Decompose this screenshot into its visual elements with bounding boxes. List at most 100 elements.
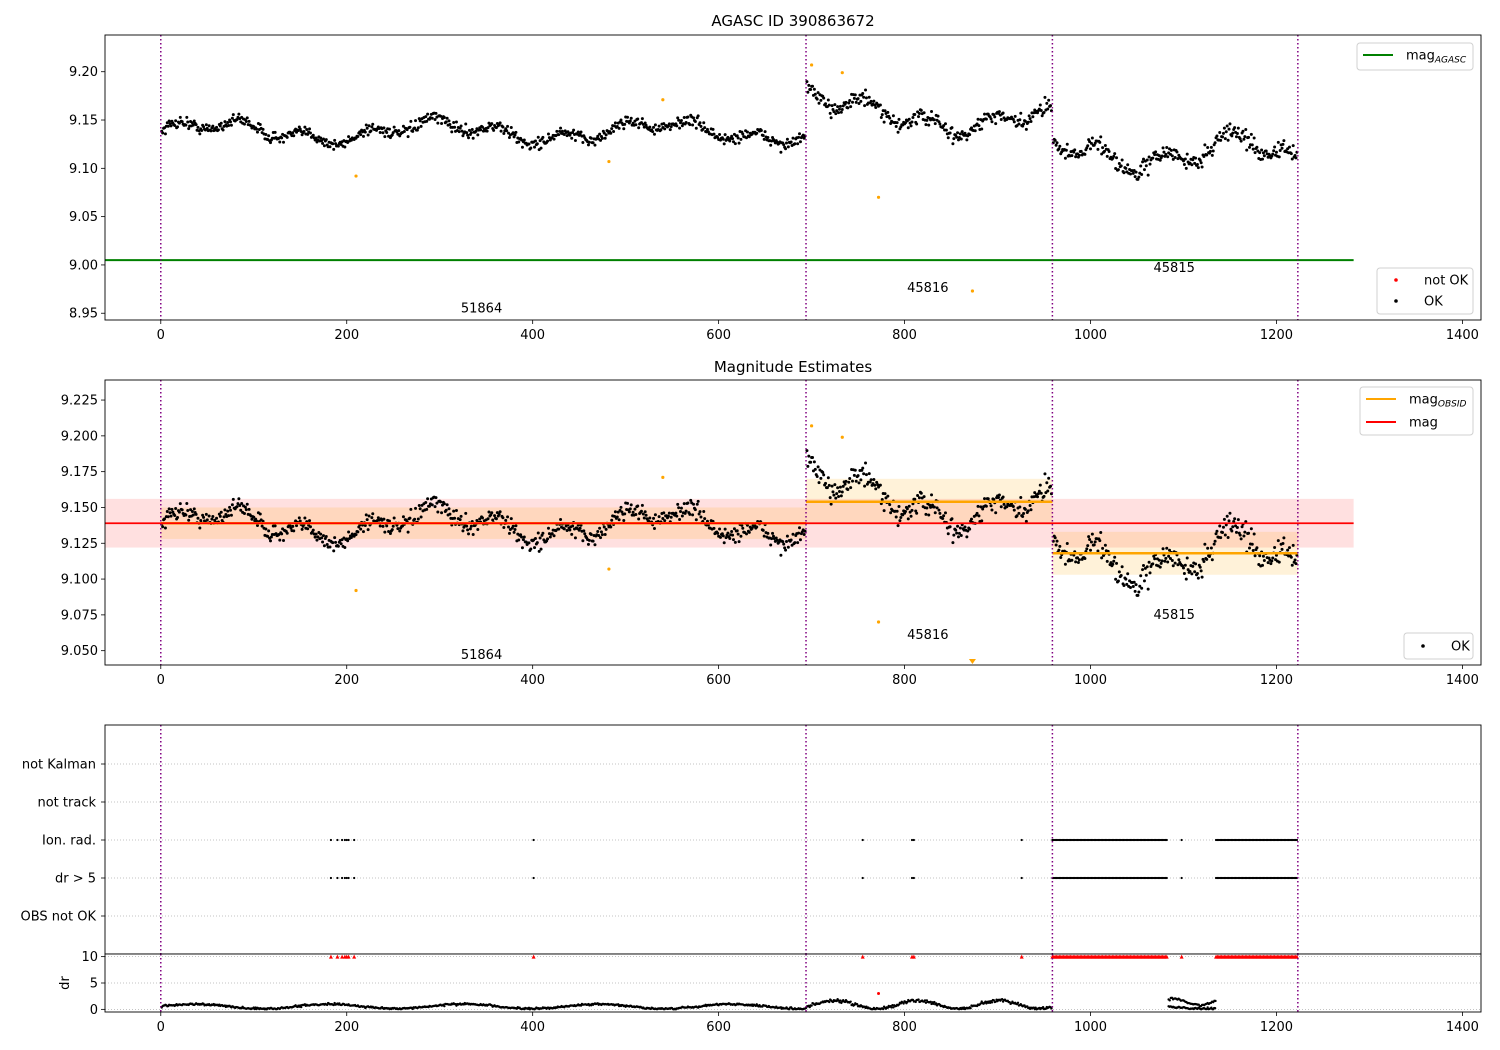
ok-point <box>192 507 196 511</box>
ok-point <box>1134 170 1138 174</box>
ok-point <box>1161 146 1165 150</box>
ok-point <box>1019 495 1023 499</box>
ok-point <box>444 508 448 512</box>
ok-point <box>922 111 926 115</box>
ok-point <box>1046 489 1050 493</box>
ok-point <box>1036 495 1040 499</box>
dr-point <box>881 1007 885 1011</box>
ok-point <box>506 515 510 519</box>
ok-point <box>228 505 232 509</box>
ok-point <box>933 122 937 126</box>
dr-ytick-label: 0 <box>90 1003 98 1018</box>
ok-point <box>1266 561 1270 565</box>
ok-point <box>359 133 363 137</box>
ok-point <box>1190 572 1194 576</box>
ok-point <box>1023 119 1027 123</box>
dr-point <box>979 1002 983 1005</box>
ok-point <box>857 481 861 485</box>
ok-point <box>218 124 222 128</box>
estimates-xtick-label: 1200 <box>1260 673 1293 688</box>
flag-point <box>353 838 356 842</box>
ok-point <box>434 496 438 500</box>
ok-point <box>1212 542 1216 546</box>
ok-point <box>1233 517 1237 521</box>
ok-point <box>533 145 537 149</box>
ok-point <box>785 137 789 141</box>
ok-point <box>954 528 958 532</box>
ok-point <box>1195 163 1199 167</box>
ok-point <box>178 502 182 506</box>
ok-point <box>1033 491 1037 495</box>
ok-point <box>1230 529 1234 533</box>
ok-point <box>1070 558 1074 562</box>
ok-point <box>612 514 616 518</box>
ok-point <box>467 532 471 536</box>
agasc-ytick-label: 9.05 <box>69 210 98 225</box>
ok-point <box>333 536 337 540</box>
dr-xtick-label: 1400 <box>1446 1020 1479 1035</box>
ok-point <box>1208 149 1212 153</box>
ok-point <box>245 502 249 506</box>
ok-point <box>1208 554 1212 558</box>
ok-point <box>994 511 998 515</box>
ok-point <box>868 480 872 484</box>
ok-point <box>1011 505 1015 509</box>
ok-point <box>282 538 286 542</box>
ok-point <box>1137 175 1141 179</box>
offscale-marker <box>968 659 976 664</box>
ok-point <box>1202 154 1206 158</box>
ok-point <box>600 533 604 537</box>
ok-point <box>1293 153 1297 157</box>
ok-point <box>1176 563 1180 567</box>
dr-point <box>299 1005 303 1009</box>
ok-point <box>426 112 430 116</box>
ok-point <box>1151 562 1155 566</box>
ok-point <box>791 136 795 140</box>
ok-point <box>176 125 180 129</box>
ok-point <box>168 511 172 515</box>
ok-point <box>1113 555 1117 559</box>
ok-point <box>852 473 856 477</box>
ok-point <box>784 540 788 544</box>
ok-point <box>895 121 899 125</box>
ok-point <box>1164 152 1168 156</box>
ok-point <box>1223 137 1227 141</box>
ok-point <box>521 538 525 542</box>
ok-point <box>730 134 734 138</box>
ok-point <box>308 525 312 529</box>
ok-point <box>469 131 473 135</box>
ok-point <box>1202 559 1206 563</box>
ok-point <box>1077 558 1081 562</box>
ok-point <box>903 509 907 513</box>
ok-point <box>464 511 468 515</box>
ok-point <box>1045 101 1049 105</box>
ok-point <box>1169 148 1173 152</box>
ok-point <box>911 502 915 506</box>
ok-point <box>480 516 484 520</box>
ok-point <box>1077 153 1081 157</box>
ok-point <box>741 132 745 136</box>
ok-point <box>861 466 865 470</box>
ok-point <box>1184 577 1188 581</box>
ok-point <box>1113 152 1117 156</box>
ok-point <box>798 526 802 530</box>
agasc-panel: AGASC ID 390863672 51864 45816 45815 0 200 40… <box>69 12 1482 343</box>
ok-point <box>419 124 423 128</box>
ok-point <box>558 129 562 133</box>
dr-point <box>838 1001 841 1004</box>
ok-point <box>733 540 737 544</box>
ok-point <box>1019 111 1023 115</box>
ok-point <box>956 131 960 135</box>
ok-point <box>705 127 709 131</box>
ok-point <box>1154 150 1158 154</box>
ok-point <box>762 137 766 141</box>
ok-point <box>639 121 643 125</box>
ok-point <box>396 527 400 531</box>
ok-point <box>837 490 841 494</box>
ok-point <box>306 527 310 531</box>
ok-point <box>603 533 607 537</box>
ok-point <box>917 115 921 119</box>
ok-point <box>1158 158 1162 162</box>
ok-point <box>319 136 323 140</box>
ok-point <box>288 524 292 528</box>
